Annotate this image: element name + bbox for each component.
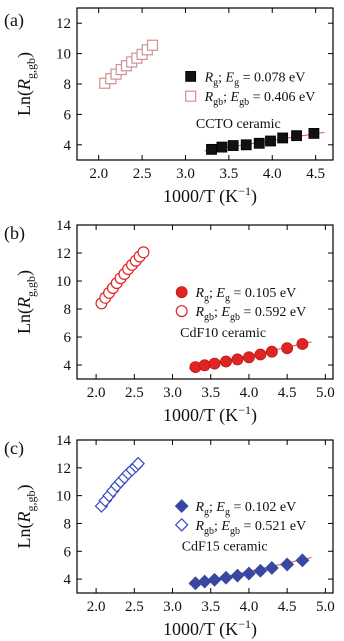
data-point <box>206 143 217 155</box>
legend-label: Rg; Eg = 0.078 eV <box>204 70 306 88</box>
y-tick-label: 12 <box>56 16 71 32</box>
data-point <box>137 246 150 259</box>
data-point <box>146 39 159 51</box>
x-tick-label: 3.5 <box>201 599 220 615</box>
legend-label: Rgb; Egb = 0.592 eV <box>194 305 306 323</box>
legend-marker <box>174 517 189 532</box>
data-point <box>220 355 232 368</box>
sample-label: CdF15 ceramic <box>182 540 268 555</box>
data-point <box>131 456 145 471</box>
legend-label: Rg; Eg = 0.102 eV <box>194 500 296 518</box>
data-point <box>296 338 309 350</box>
data-point <box>243 351 255 364</box>
x-tick-label: 2.0 <box>89 166 108 182</box>
y-tick-label: 10 <box>56 489 71 505</box>
data-point <box>207 572 222 587</box>
legend-marker <box>185 71 197 82</box>
x-tick-label: 4.5 <box>278 599 297 615</box>
y-tick-label: 6 <box>64 330 72 346</box>
x-axis-label: 1000/T (K−1) <box>163 184 257 207</box>
data-point <box>280 557 295 572</box>
legend-marker <box>175 305 188 318</box>
data-point <box>265 135 276 147</box>
sample-label: CCTO ceramic <box>196 117 281 132</box>
x-tick-label: 3.0 <box>176 166 195 182</box>
x-tick-label: 3.0 <box>163 599 182 615</box>
y-tick-label: 8 <box>64 77 72 93</box>
data-point <box>242 566 256 581</box>
legend-marker <box>175 286 188 299</box>
data-point <box>254 348 267 361</box>
data-point <box>265 345 278 358</box>
y-tick-label: 8 <box>64 302 72 318</box>
data-point <box>219 570 233 585</box>
y-tick-label: 4 <box>64 358 72 374</box>
x-tick-label: 4.0 <box>240 599 259 615</box>
y-tick-label: 6 <box>64 107 72 123</box>
data-point <box>231 353 244 366</box>
y-tick-label: 8 <box>64 516 72 532</box>
data-point <box>253 137 265 149</box>
y-tick-label: 12 <box>56 461 71 477</box>
legend-marker <box>174 499 189 513</box>
panel-label: (b) <box>4 223 25 244</box>
x-tick-label: 4.5 <box>278 385 297 401</box>
data-point <box>216 141 228 153</box>
data-point <box>230 568 245 583</box>
y-tick-label: 12 <box>56 246 71 262</box>
y-tick-label: 10 <box>56 274 71 290</box>
x-tick-label: 2.0 <box>87 385 106 401</box>
x-tick-label: 4.0 <box>263 166 282 182</box>
x-tick-label: 3.5 <box>219 166 238 182</box>
y-axis-label: Ln(Rg,gb) <box>14 485 38 549</box>
x-axis-label: 1000/T (K−1) <box>163 403 257 426</box>
data-point <box>281 342 294 355</box>
sample-label: CdF10 ceramic <box>180 326 266 341</box>
legend-marker <box>185 90 197 102</box>
x-tick-label: 2.5 <box>125 385 144 401</box>
legend-label: Rgb; Egb = 0.521 eV <box>194 519 306 537</box>
data-point <box>291 130 302 142</box>
data-point <box>277 132 289 144</box>
x-tick-label: 5.0 <box>316 385 335 401</box>
x-tick-label: 3.0 <box>163 385 182 401</box>
y-tick-label: 14 <box>56 218 72 234</box>
y-tick-label: 6 <box>64 544 72 560</box>
x-tick-label: 4.0 <box>240 385 259 401</box>
y-tick-label: 4 <box>64 138 72 154</box>
x-tick-label: 2.5 <box>125 599 144 615</box>
plot-frame <box>76 224 334 380</box>
x-tick-label: 5.0 <box>316 599 335 615</box>
y-tick-label: 14 <box>56 433 72 449</box>
panel-label: (a) <box>4 10 24 31</box>
x-tick-label: 3.5 <box>201 385 220 401</box>
chart-panel-1: 2.0 2.5 3.0 3.5 4.0 4.5 4 6 8 10 12 1000/T (K−1) Ln(… <box>4 7 334 207</box>
y-tick-label: 10 <box>56 47 71 63</box>
data-point <box>295 553 310 568</box>
plot-frame <box>76 439 334 594</box>
data-point <box>253 563 268 578</box>
y-axis-label: Ln(Rg,gb) <box>14 52 38 116</box>
data-point <box>240 139 252 151</box>
y-axis-label: Ln(Rg,gb) <box>14 270 38 334</box>
data-point <box>227 140 239 151</box>
y-tick-label: 4 <box>64 572 72 588</box>
data-point <box>197 574 212 589</box>
x-axis-label: 1000/T (K−1) <box>163 617 257 640</box>
x-tick-label: 2.5 <box>133 166 152 182</box>
panel-label: (c) <box>4 438 24 459</box>
chart-panel-3: 2.0 2.5 3.0 3.5 4.0 4.5 5.0 4 6 8 10 12 14 1000/T (K−… <box>4 433 335 640</box>
legend-label: Rgb; Egb = 0.406 eV <box>204 90 316 108</box>
x-tick-label: 2.0 <box>87 599 106 615</box>
data-point <box>264 561 279 575</box>
legend-label: Rg; Eg = 0.105 eV <box>194 286 296 304</box>
data-point <box>308 127 320 139</box>
x-tick-label: 4.5 <box>306 166 325 182</box>
data-point <box>208 357 221 370</box>
data-point <box>198 359 211 372</box>
chart-panel-2: 2.0 2.5 3.0 3.5 4.0 4.5 5.0 4 6 8 10 12 14 1000/T (K−… <box>4 218 335 426</box>
